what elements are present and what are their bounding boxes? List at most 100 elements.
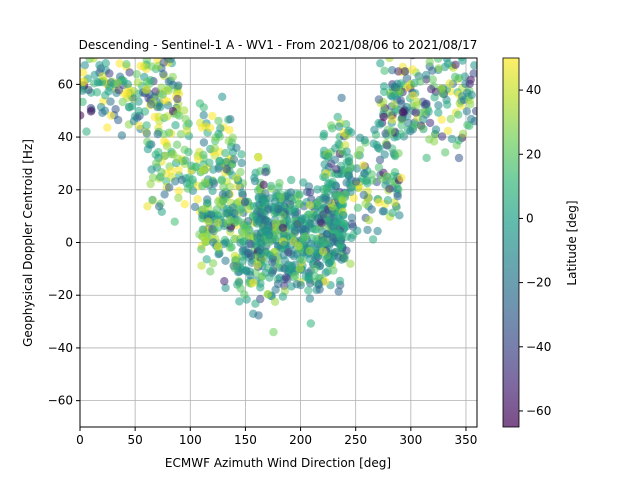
scatter-point [406,126,415,136]
scatter-point [284,264,293,273]
scatter-point [101,59,111,68]
scatter-point [421,100,431,109]
scatter-point [228,203,238,212]
scatter-point [208,186,217,196]
scatter-point [297,256,307,265]
scatter-point [315,285,324,294]
scatter-point [208,259,218,268]
scatter-point [232,143,241,152]
scatter-point [197,261,206,270]
plot-area [79,57,478,428]
scatter-point [202,255,211,264]
scatter-point [458,129,468,138]
scatter-point [80,77,88,86]
colorbar-tick-label: −20 [526,276,551,290]
scatter-point [310,272,319,281]
scatter-point [431,125,441,134]
scatter-point [454,110,463,119]
scatter-point [106,97,115,106]
scatter-point [329,266,338,275]
scatter-point [298,224,307,234]
scatter-point [132,70,141,79]
scatter-point [404,118,413,128]
scatter-point [412,97,422,107]
scatter-point [388,208,397,217]
scatter-point [374,95,384,104]
scatter-point [146,179,155,189]
scatter-point [287,175,296,185]
scatter-point [86,107,96,116]
scatter-point [256,283,265,292]
scatter-point [434,64,443,73]
scatter-point [230,264,239,273]
colorbar-tick-label: 40 [526,83,541,97]
scatter-point [98,72,108,81]
scatter-point [344,171,353,180]
scatter-point [190,202,200,212]
scatter-point [324,152,333,161]
x-axis-label: ECMWF Azimuth Wind Direction [deg] [165,456,391,470]
scatter-point [325,258,334,268]
scatter-point [441,148,450,157]
scatter-point [353,203,363,212]
scatter-point [167,166,176,176]
scatter-point [324,196,333,205]
scatter-point [168,72,177,82]
scatter-point [270,297,280,306]
scatter-point [471,106,477,116]
scatter-point [383,196,393,205]
scatter-point [389,171,398,181]
scatter-point [273,279,283,289]
scatter-point [388,115,397,124]
scatter-point [295,190,304,199]
scatter-point [385,58,394,63]
scatter-point [230,234,239,244]
scatter-point [340,254,349,263]
scatter-point [253,260,262,270]
scatter-point [135,121,144,130]
scatter-point [259,180,268,189]
scatter-point [278,292,288,301]
scatter-point [349,193,358,203]
scatter-point [162,142,172,151]
scatter-point [324,216,333,225]
scatter-point [172,140,182,149]
scatter-point [181,115,190,124]
scatter-point [382,172,392,181]
scatter-point [305,188,315,197]
scatter-point [204,217,213,226]
scatter-point [142,129,151,138]
scatter-point [334,287,343,296]
scatter-point [257,272,266,281]
scatter-point [82,127,91,136]
scatter-point [134,106,143,116]
scatter-point [383,141,392,150]
scatter-point [122,89,132,99]
scatter-point [387,126,396,136]
scatter-point [237,158,246,168]
scatter-point [362,176,371,185]
scatter-point [199,232,208,241]
scatter-point [341,141,350,150]
scatter-point [129,116,139,126]
scatter-point [214,197,223,206]
scatter-point [437,132,447,141]
y-tick-label: −20 [48,288,73,302]
scatter-point [154,202,164,211]
scatter-point [251,299,260,308]
scatter-point [295,264,304,273]
colorbar-tick-label: −60 [526,404,551,418]
scatter-point [147,100,156,109]
scatter-point [306,219,316,229]
scatter-point [447,134,457,144]
scatter-point [470,61,477,70]
scatter-point [117,131,127,140]
scatter-point [136,61,145,71]
scatter-point [287,204,297,213]
scatter-point [157,83,166,92]
scatter-point [422,70,431,80]
scatter-point [424,107,433,116]
scatter-point [253,233,262,242]
scatter-point [242,266,251,276]
